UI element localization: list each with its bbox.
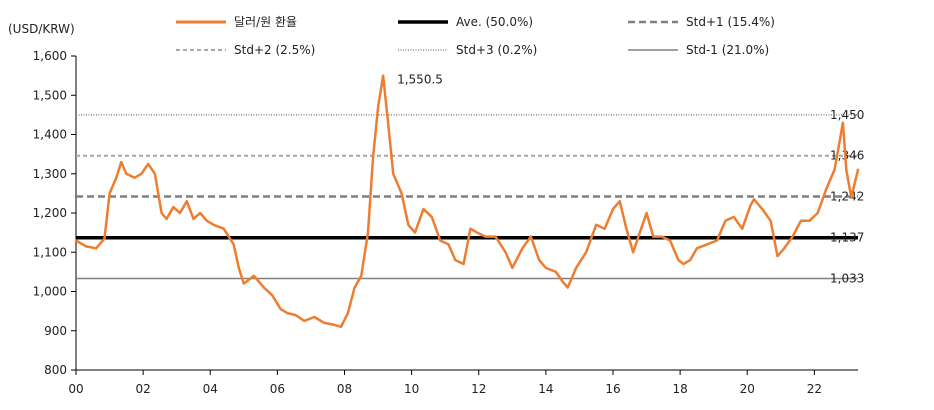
reference-line-label: 1,137 — [830, 231, 864, 245]
y-axis-label: (USD/KRW) — [8, 22, 75, 36]
reference-line-label: 1,242 — [830, 190, 864, 204]
x-tick-label: 20 — [740, 382, 755, 396]
x-tick-label: 02 — [135, 382, 150, 396]
legend: 달러/원 환율 Ave. (50.0%) Std+1 (15.4%) Std+2 (2… — [176, 15, 775, 57]
x-tick-label: 16 — [605, 382, 620, 396]
x-tick-label: 22 — [807, 382, 822, 396]
x-tick-label: 04 — [203, 382, 218, 396]
x-tick-label: 08 — [337, 382, 352, 396]
x-tick-label: 06 — [270, 382, 285, 396]
legend-label: Std+3 (0.2%) — [456, 43, 537, 57]
x-tick-label: 14 — [538, 382, 553, 396]
y-tick-label: 1,300 — [33, 167, 67, 181]
legend-label: Std+1 (15.4%) — [686, 15, 775, 29]
x-tick-label: 12 — [471, 382, 486, 396]
reference-line-label: 1,450 — [830, 108, 864, 122]
series-layer — [74, 74, 860, 329]
x-tick-label: 00 — [68, 382, 83, 396]
y-tick-label: 800 — [44, 363, 67, 377]
x-tick-label: 10 — [404, 382, 419, 396]
x-axis: 00 02 04 06 08 10 12 14 16 18 20 22 — [68, 369, 858, 396]
legend-label: Ave. (50.0%) — [456, 15, 533, 29]
y-tick-label: 900 — [44, 324, 67, 338]
peak-annotation: 1,550.5 — [397, 72, 443, 86]
y-tick-label: 1,100 — [33, 245, 67, 259]
y-axis: 800 900 1,000 1,100 1,200 1,300 1,400 1,500 1,60… — [33, 49, 77, 377]
legend-label: Std-1 (21.0%) — [686, 43, 769, 57]
legend-label: 달러/원 환율 — [234, 15, 297, 29]
series-line — [74, 74, 860, 329]
annotations: 1,550.5 — [397, 72, 443, 86]
y-tick-label: 1,600 — [33, 49, 67, 63]
x-tick-label: 18 — [672, 382, 687, 396]
legend-label: Std+2 (2.5%) — [234, 43, 315, 57]
reference-line-label: 1,033 — [830, 272, 864, 286]
y-tick-label: 1,000 — [33, 285, 67, 299]
y-tick-label: 1,200 — [33, 206, 67, 220]
y-tick-label: 1,500 — [33, 88, 67, 102]
y-tick-label: 1,400 — [33, 128, 67, 142]
